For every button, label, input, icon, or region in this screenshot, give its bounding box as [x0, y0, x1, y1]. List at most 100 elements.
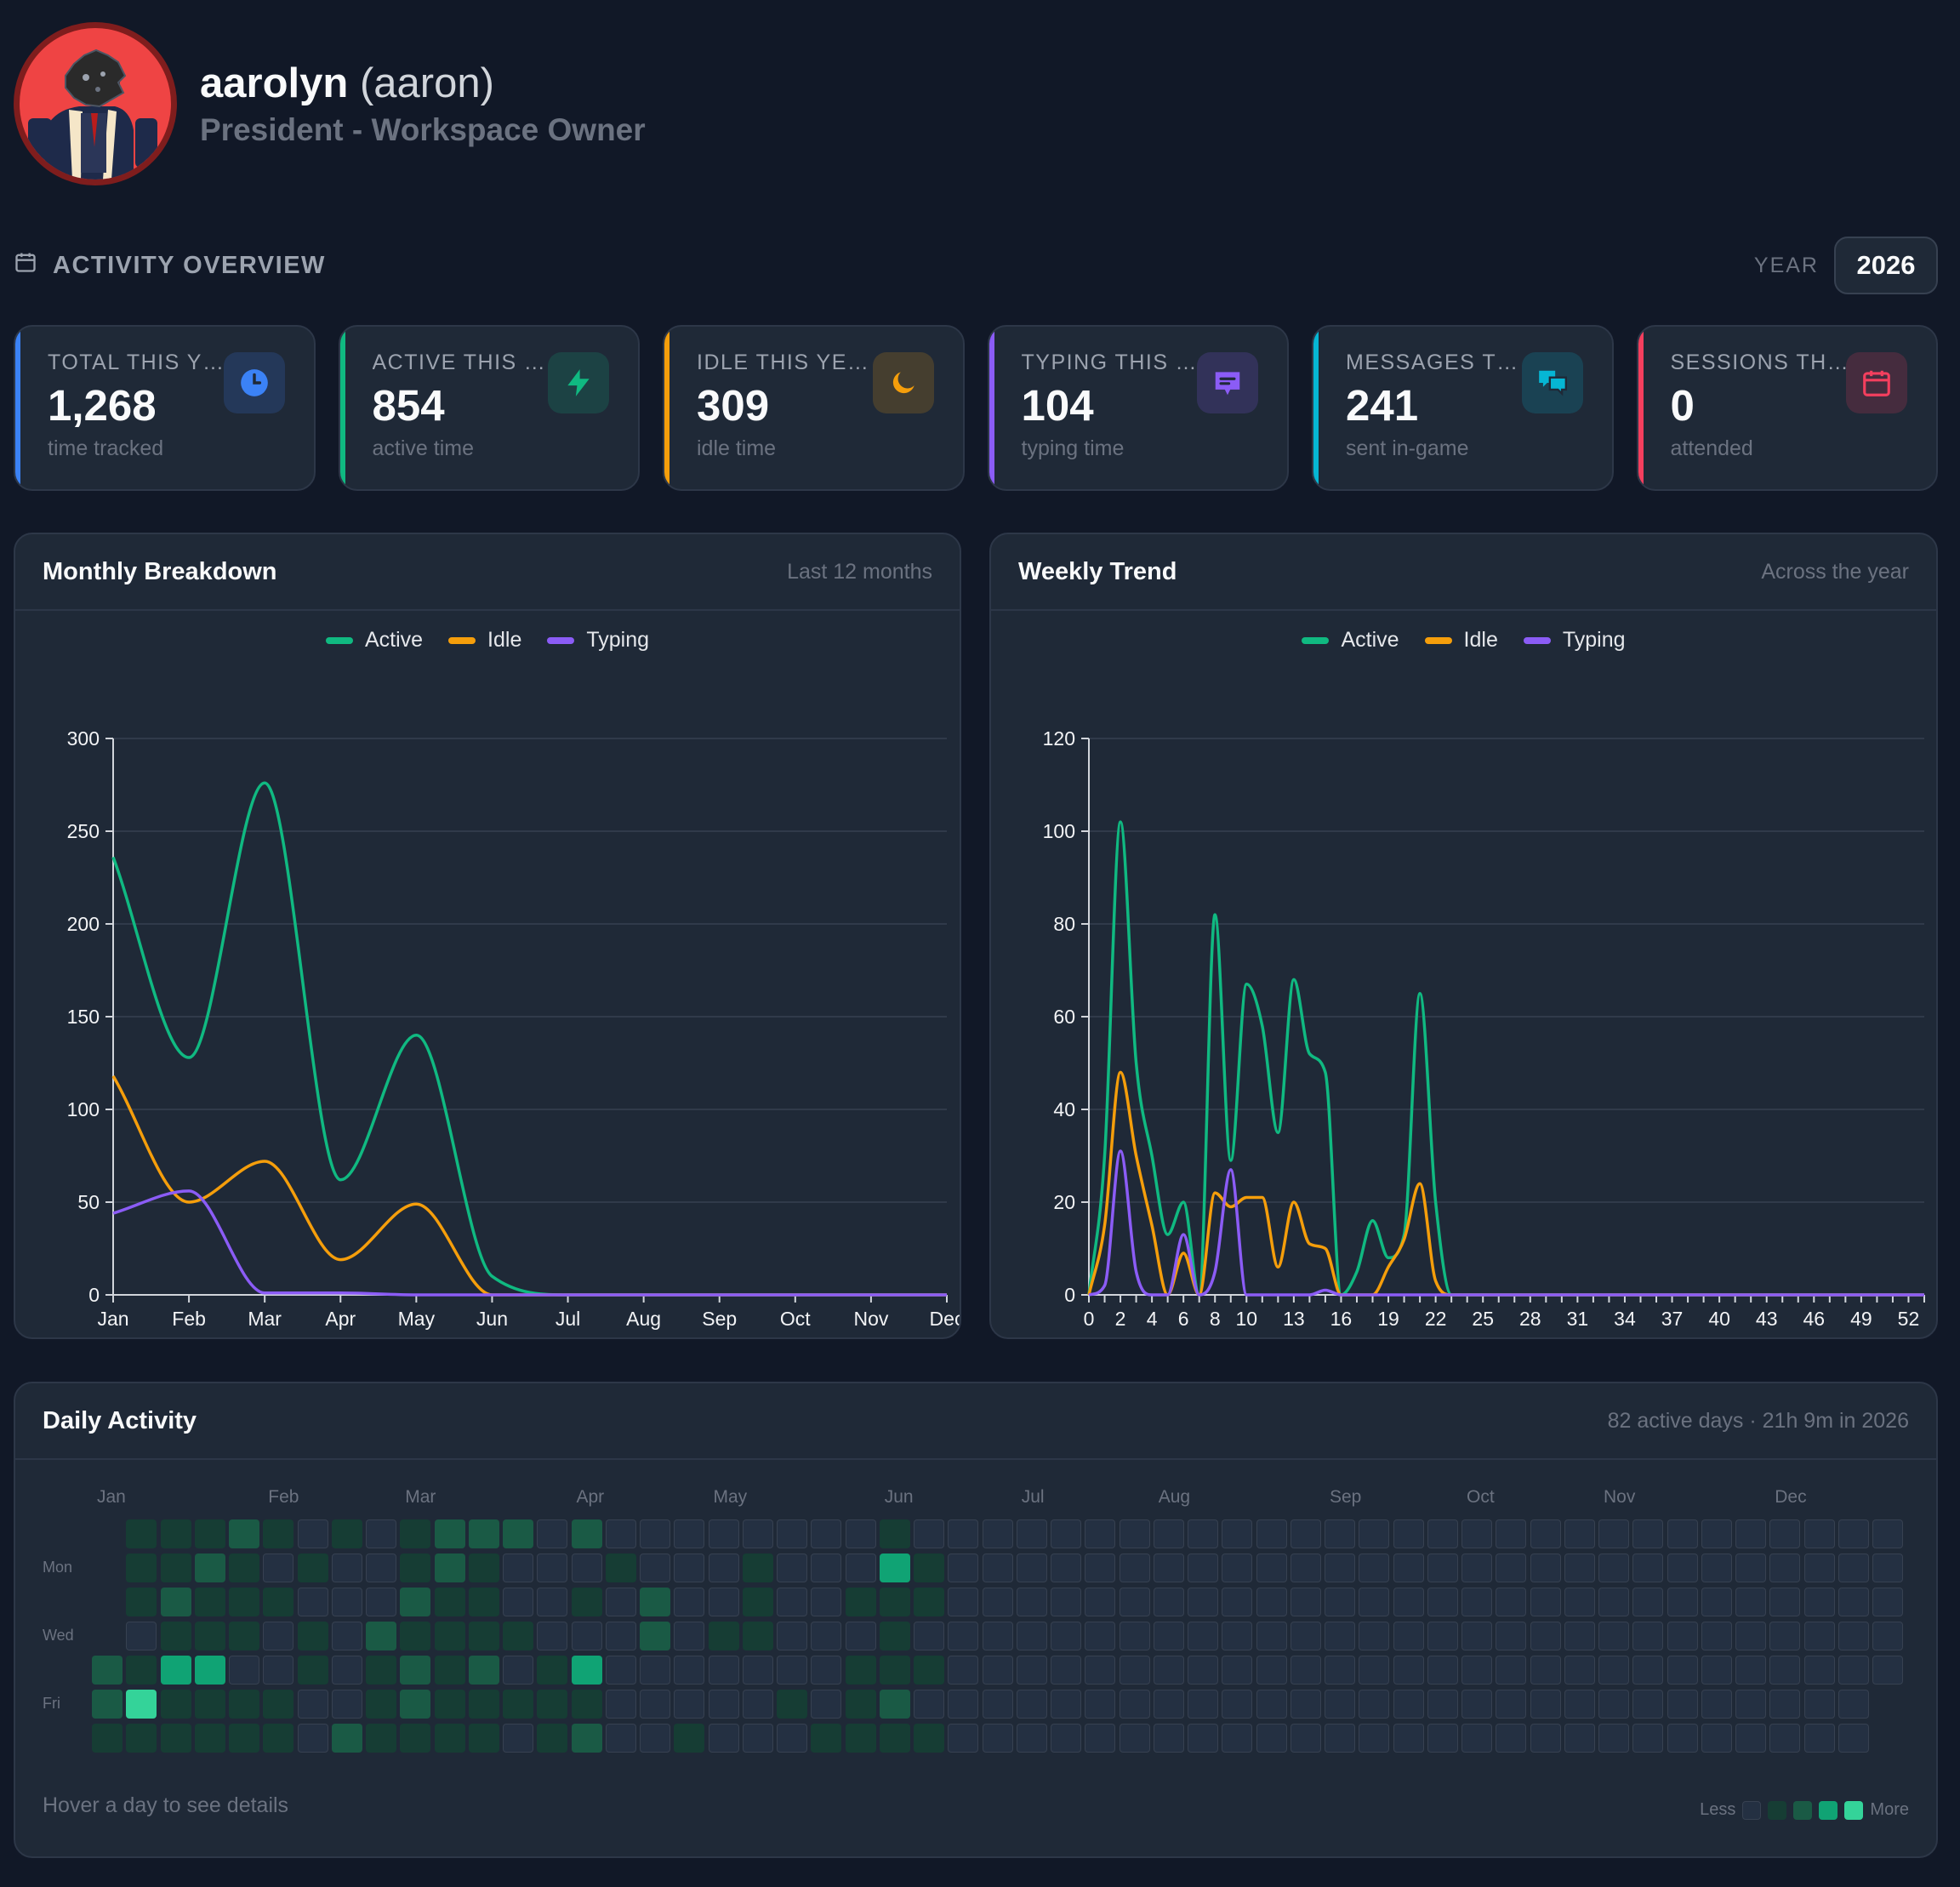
day-cell[interactable] [503, 1724, 533, 1753]
day-cell[interactable] [914, 1553, 944, 1582]
day-cell[interactable] [1632, 1519, 1664, 1548]
day-cell[interactable] [1256, 1553, 1287, 1582]
day-cell[interactable] [1359, 1519, 1390, 1548]
day-cell[interactable] [1632, 1724, 1664, 1753]
day-cell[interactable] [1461, 1656, 1492, 1685]
day-cell[interactable] [674, 1656, 705, 1685]
day-cell[interactable] [1290, 1690, 1321, 1719]
day-cell[interactable] [1701, 1656, 1732, 1685]
day-cell[interactable] [1564, 1724, 1595, 1753]
day-cell[interactable] [229, 1553, 259, 1582]
day-cell[interactable] [468, 1724, 499, 1753]
day-cell[interactable] [640, 1588, 670, 1616]
day-cell[interactable] [366, 1690, 396, 1719]
day-cell[interactable] [1632, 1690, 1664, 1719]
day-cell[interactable] [160, 1656, 191, 1685]
day-cell[interactable] [537, 1724, 568, 1753]
day-cell[interactable] [126, 1622, 157, 1650]
day-cell[interactable] [1667, 1656, 1698, 1685]
day-cell[interactable] [1222, 1622, 1253, 1650]
day-cell[interactable] [1085, 1690, 1116, 1719]
day-cell[interactable] [1701, 1519, 1732, 1548]
day-cell[interactable] [1564, 1622, 1595, 1650]
day-cell[interactable] [1016, 1690, 1047, 1719]
day-cell[interactable] [948, 1588, 979, 1616]
day-cell[interactable] [1769, 1656, 1801, 1685]
day-cell[interactable] [263, 1656, 294, 1685]
day-cell[interactable] [914, 1690, 944, 1719]
day-cell[interactable] [1153, 1519, 1184, 1548]
day-cell[interactable] [1564, 1690, 1595, 1719]
day-cell[interactable] [1051, 1519, 1081, 1548]
day-cell[interactable] [1803, 1724, 1835, 1753]
day-cell[interactable] [1085, 1724, 1116, 1753]
day-cell[interactable] [297, 1656, 328, 1685]
day-cell[interactable] [434, 1724, 465, 1753]
day-cell[interactable] [1872, 1656, 1903, 1685]
day-cell[interactable] [1085, 1622, 1116, 1650]
day-cell[interactable] [708, 1519, 739, 1548]
day-cell[interactable] [1393, 1519, 1424, 1548]
day-cell[interactable] [1564, 1553, 1595, 1582]
day-cell[interactable] [1769, 1519, 1801, 1548]
day-cell[interactable] [468, 1553, 499, 1582]
day-cell[interactable] [537, 1588, 568, 1616]
day-cell[interactable] [263, 1724, 294, 1753]
day-cell[interactable] [1530, 1588, 1561, 1616]
day-cell[interactable] [845, 1690, 876, 1719]
day-cell[interactable] [674, 1690, 705, 1719]
day-cell[interactable] [811, 1690, 842, 1719]
day-cell[interactable] [605, 1622, 636, 1650]
day-cell[interactable] [126, 1519, 157, 1548]
day-cell[interactable] [1256, 1724, 1287, 1753]
day-cell[interactable] [742, 1553, 773, 1582]
day-cell[interactable] [1256, 1656, 1287, 1685]
day-cell[interactable] [708, 1622, 739, 1650]
day-cell[interactable] [263, 1622, 294, 1650]
day-cell[interactable] [1188, 1656, 1218, 1685]
day-cell[interactable] [982, 1690, 1013, 1719]
day-cell[interactable] [1530, 1553, 1561, 1582]
day-cell[interactable] [434, 1622, 465, 1650]
day-cell[interactable] [777, 1656, 807, 1685]
day-cell[interactable] [914, 1519, 944, 1548]
day-cell[interactable] [400, 1622, 431, 1650]
day-cell[interactable] [605, 1724, 636, 1753]
day-cell[interactable] [1838, 1519, 1869, 1548]
day-cell[interactable] [708, 1656, 739, 1685]
day-cell[interactable] [777, 1588, 807, 1616]
day-cell[interactable] [640, 1656, 670, 1685]
day-cell[interactable] [400, 1656, 431, 1685]
day-cell[interactable] [1222, 1690, 1253, 1719]
day-cell[interactable] [1119, 1519, 1150, 1548]
day-cell[interactable] [674, 1588, 705, 1616]
day-cell[interactable] [1735, 1553, 1766, 1582]
day-cell[interactable] [468, 1588, 499, 1616]
day-cell[interactable] [1290, 1622, 1321, 1650]
day-cell[interactable] [1496, 1724, 1527, 1753]
day-cell[interactable] [1803, 1553, 1835, 1582]
day-cell[interactable] [777, 1690, 807, 1719]
day-cell[interactable] [1085, 1588, 1116, 1616]
day-cell[interactable] [400, 1519, 431, 1548]
day-cell[interactable] [1461, 1588, 1492, 1616]
day-cell[interactable] [229, 1519, 259, 1548]
day-cell[interactable] [366, 1656, 396, 1685]
day-cell[interactable] [503, 1690, 533, 1719]
day-cell[interactable] [982, 1622, 1013, 1650]
day-cell[interactable] [777, 1519, 807, 1548]
day-cell[interactable] [845, 1588, 876, 1616]
day-cell[interactable] [1701, 1622, 1732, 1650]
day-cell[interactable] [914, 1622, 944, 1650]
day-cell[interactable] [194, 1690, 225, 1719]
day-cell[interactable] [331, 1690, 362, 1719]
day-cell[interactable] [1359, 1553, 1390, 1582]
day-cell[interactable] [537, 1553, 568, 1582]
day-cell[interactable] [366, 1622, 396, 1650]
day-cell[interactable] [1153, 1724, 1184, 1753]
day-cell[interactable] [1051, 1588, 1081, 1616]
day-cell[interactable] [1222, 1553, 1253, 1582]
day-cell[interactable] [92, 1690, 122, 1719]
day-cell[interactable] [879, 1553, 910, 1582]
